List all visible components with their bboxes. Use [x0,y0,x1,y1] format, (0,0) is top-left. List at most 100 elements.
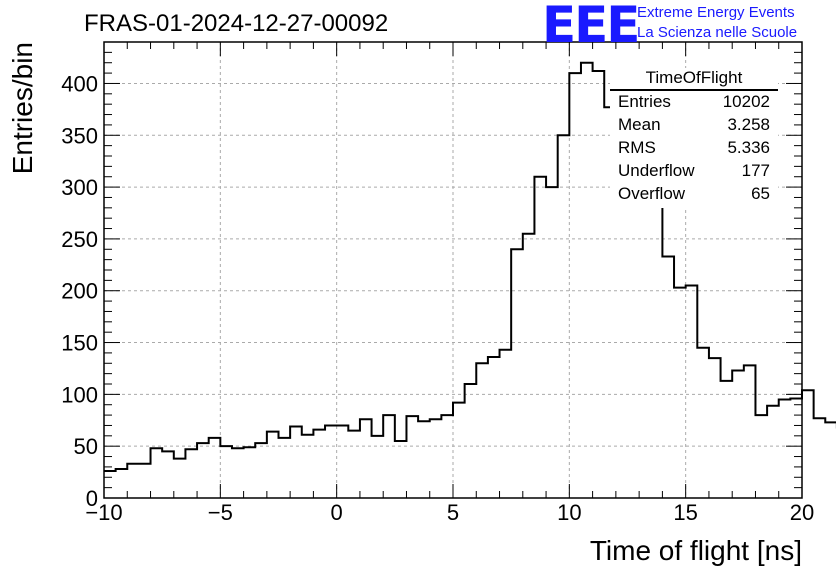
histogram-bin [732,371,744,498]
x-tick-label: 0 [331,500,343,525]
histogram-bin [302,435,314,498]
x-tick-label: 20 [790,500,814,525]
histogram-bin [162,451,174,498]
stats-value: 5.336 [727,138,770,157]
y-tick-label: 300 [61,175,98,200]
histogram-bin [220,446,232,498]
histogram-bin [488,357,500,498]
stats-value: 10202 [722,92,770,111]
histogram-bin [686,286,698,498]
stats-row: Overflow 65 [618,184,770,206]
y-axis-label: Entries/bin [7,42,38,174]
axis-ticks [103,41,803,499]
y-tick-label: 50 [74,434,98,459]
stats-row: Mean 3.258 [618,115,770,137]
histogram-bin [185,449,197,498]
histogram-bin [662,257,674,498]
histogram-bin [709,358,721,498]
stats-key: Mean [618,115,661,134]
histogram-bin [104,471,116,498]
histogram-bin [372,436,384,498]
histogram-bin [406,416,418,498]
histogram-bin [674,288,686,498]
histogram-bin [802,390,814,498]
stats-box: TimeOfFlight Entries 10202 Mean 3.258 RM… [610,68,778,208]
histogram-bin [534,177,546,498]
stats-key: Underflow [618,161,695,180]
histogram-bin [697,348,709,498]
histogram-bin [558,135,570,498]
stats-key: Entries [618,92,671,111]
stats-key: RMS [618,138,656,157]
histogram-bin [127,464,139,498]
histogram-bin [116,469,128,498]
x-tick-label: 5 [447,500,459,525]
histogram-bin [244,447,256,498]
stats-value: 65 [751,184,770,203]
histogram-bin [546,187,558,498]
histogram-bin [267,432,279,498]
histogram-bin [441,415,453,498]
histogram-bin [500,350,512,498]
stats-key: Overflow [618,184,686,203]
histogram-bin [651,194,663,498]
eee-logo: EEE [542,0,640,54]
histogram-bin [790,399,802,498]
y-tick-label: 250 [61,227,98,252]
grid [104,42,802,498]
histogram-bin [232,448,244,498]
histogram-bin [151,448,163,498]
stats-row: RMS 5.336 [618,138,770,160]
stats-divider [610,89,778,91]
histogram-bin [430,419,442,498]
logo-text-line-2: La Scienza nelle Scuole [637,24,798,41]
histogram-bin [255,443,267,498]
histogram-bin [569,73,581,498]
y-tick-label: 200 [61,279,98,304]
logo-text-line-1: Extreme Energy Events [637,4,795,21]
histogram-bin [476,363,488,498]
y-tick-label: 350 [61,123,98,148]
histogram-bin [197,443,209,498]
y-tick-label: 150 [61,331,98,356]
histogram-line [104,61,836,473]
histogram-bin [581,63,593,498]
y-tick-label: 0 [86,486,98,511]
histogram-bin [290,426,302,498]
histogram-bin [337,425,349,498]
histogram-bin [418,421,430,498]
histogram-bin [395,441,407,498]
histogram-bin [779,400,791,498]
x-axis-label: Time of flight [ns] [590,535,802,566]
histogram-bin [453,403,465,498]
x-tick-label: 15 [673,500,697,525]
histogram-bin [383,415,395,498]
histogram-bin [721,381,733,498]
x-tick-label: −10 [85,500,122,525]
histogram-bin [767,406,779,498]
histogram-bin [279,438,291,498]
histogram-bin [465,384,477,498]
y-tick-label: 400 [61,71,98,96]
stats-value: 177 [741,161,770,180]
histogram-bin [360,419,372,498]
histogram-bin [755,415,767,498]
stats-title: TimeOfFlight [645,68,743,87]
histogram-bin [139,464,151,498]
y-tick-label: 100 [61,382,98,407]
histogram-bin [348,431,360,498]
histogram-bin [325,425,337,498]
histogram-bin [825,422,836,498]
histogram-bin [174,459,186,498]
histogram-bin [523,234,535,498]
histogram-bin [814,418,826,498]
histogram-bin [744,365,756,498]
x-tick-label: 10 [557,500,581,525]
stats-value: 3.258 [727,115,770,134]
histogram-bin [209,438,221,498]
chart-title: FRAS-01-2024-12-27-00092 [84,10,389,37]
x-tick-label: −5 [208,500,233,525]
histogram-bin [593,71,605,498]
